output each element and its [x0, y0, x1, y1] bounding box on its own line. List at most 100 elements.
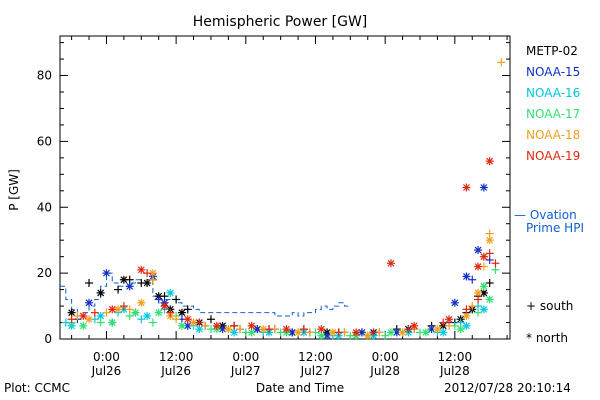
north-marker [224, 325, 233, 334]
x-tick-date-label: Jul28 [439, 364, 470, 378]
data-points [61, 58, 506, 340]
north-marker [485, 295, 494, 304]
south-marker [96, 318, 105, 327]
north-marker [183, 315, 192, 324]
south-marker [114, 285, 123, 294]
south-marker [201, 321, 210, 330]
south-marker [102, 308, 111, 317]
north-marker [386, 328, 395, 337]
north-marker [177, 321, 186, 330]
x-tick-date-label: Jul27 [230, 364, 261, 378]
x-tick-time-label: 0:00 [93, 350, 120, 364]
north-marker [328, 328, 337, 337]
south-marker [468, 275, 477, 284]
south-marker [125, 305, 134, 314]
south-marker [230, 321, 239, 330]
north-marker [474, 262, 483, 271]
south-marker [143, 269, 152, 278]
legend-entry: NOAA-18 [526, 128, 580, 142]
south-marker [172, 295, 181, 304]
x-tick-date-label: Jul28 [369, 364, 400, 378]
north-marker [485, 157, 494, 166]
south-marker [166, 308, 175, 317]
x-tick-time-label: 12:00 [438, 350, 473, 364]
north-marker [294, 328, 303, 337]
south-marker [485, 249, 494, 258]
south-marker [485, 279, 494, 288]
x-axis-label: Date and Time [256, 381, 344, 395]
south-marker [334, 328, 343, 337]
north-marker [143, 279, 152, 288]
plot-frame [59, 35, 511, 340]
x-tick-time-label: 0:00 [232, 350, 259, 364]
south-marker [154, 295, 163, 304]
marker-north-legend: * north [526, 331, 568, 345]
legend-entry: NOAA-17 [526, 107, 580, 121]
south-marker [195, 318, 204, 327]
south-marker [369, 328, 378, 337]
north-marker [102, 269, 111, 278]
y-axis-label: P [GW] [7, 169, 21, 211]
south-marker [236, 325, 244, 334]
y-axis: 0 20 40 60 80 [37, 42, 510, 346]
y-tick-label: 80 [37, 69, 52, 83]
south-marker [474, 295, 483, 304]
north-marker [282, 325, 291, 334]
north-marker [79, 311, 88, 320]
north-marker [317, 325, 326, 334]
plot-timestamp: 2012/07/28 20:10:14 [444, 381, 571, 395]
north-marker [114, 305, 123, 314]
north-marker [85, 315, 94, 324]
north-marker [317, 331, 326, 340]
north-marker [96, 288, 105, 297]
north-marker [462, 321, 471, 330]
legend: METP-02 NOAA-15 NOAA-16 NOAA-17 NOAA-18 NOAA-… [526, 44, 580, 163]
north-marker [125, 282, 134, 291]
north-marker [119, 275, 128, 284]
north-marker [386, 259, 395, 268]
x-axis: 0:00Jul2612:00Jul260:00Jul2712:00Jul270:… [71, 36, 508, 378]
north-marker [456, 325, 465, 334]
south-marker [305, 328, 314, 337]
north-marker [450, 298, 459, 307]
north-marker [479, 282, 488, 291]
south-marker [439, 318, 448, 327]
legend-entry: NOAA-16 [526, 86, 580, 100]
ovation-legend-label-2: Prime HPI [526, 221, 584, 235]
south-marker [137, 315, 146, 324]
x-tick-date-label: Jul27 [300, 364, 331, 378]
south-marker [148, 318, 157, 327]
south-marker [265, 325, 274, 334]
north-marker [108, 318, 117, 327]
south-marker [468, 302, 477, 311]
north-marker [479, 183, 488, 192]
north-marker [462, 311, 471, 320]
south-marker [404, 325, 413, 334]
y-tick-label: 60 [37, 134, 52, 148]
south-marker [206, 315, 215, 324]
north-marker [462, 272, 471, 281]
x-tick-time-label: 12:00 [298, 350, 333, 364]
x-tick-date-label: Jul26 [160, 364, 191, 378]
north-marker [433, 325, 442, 334]
north-marker [85, 298, 94, 307]
north-marker [479, 252, 488, 261]
north-marker [352, 328, 361, 337]
chart-title: Hemispheric Power [GW] [193, 14, 368, 30]
ovation-legend-label: — Ovation [514, 208, 577, 222]
y-tick-label: 0 [44, 332, 52, 346]
north-marker [189, 318, 198, 327]
south-marker [299, 325, 308, 334]
north-marker [212, 321, 221, 330]
south-marker [491, 259, 500, 268]
south-marker [381, 331, 390, 340]
north-marker [445, 315, 454, 324]
north-marker [154, 308, 163, 317]
north-marker [137, 298, 146, 307]
north-marker [485, 236, 494, 245]
north-marker [108, 305, 117, 314]
south-marker [85, 279, 94, 288]
ovation-hpi-path [60, 272, 351, 317]
legend-entry: METP-02 [526, 44, 578, 58]
north-marker [247, 321, 256, 330]
